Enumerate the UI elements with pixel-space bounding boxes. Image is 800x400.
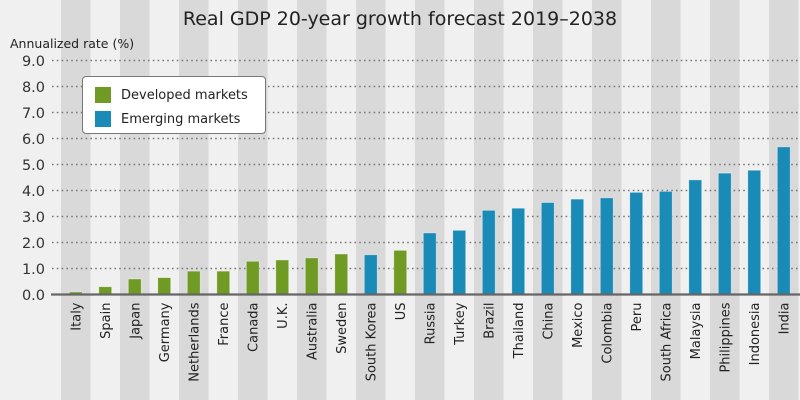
x-tick-label: India xyxy=(777,303,792,335)
bar xyxy=(216,270,231,295)
x-tick-label: Spain xyxy=(99,303,114,339)
x-tick-label: Philippines xyxy=(718,302,733,372)
bar xyxy=(422,232,437,295)
bar xyxy=(658,190,673,295)
bar xyxy=(452,229,467,295)
bar xyxy=(629,191,644,295)
legend-swatch-developed xyxy=(95,87,111,103)
x-tick-label: US xyxy=(394,303,409,321)
x-tick-label: Turkey xyxy=(453,302,468,346)
y-tick-label: 0.0 xyxy=(22,288,45,304)
bar xyxy=(717,172,732,295)
bar xyxy=(393,249,408,295)
column-stripe xyxy=(474,0,504,400)
bar xyxy=(186,270,201,295)
x-tick-label: Australia xyxy=(305,303,320,361)
bar xyxy=(275,259,290,295)
x-tick-label: France xyxy=(217,303,232,346)
column-stripe xyxy=(120,0,150,400)
x-tick-label: South Korea xyxy=(364,303,379,382)
bars xyxy=(68,146,791,295)
bar xyxy=(157,277,172,295)
x-tick-label: China xyxy=(541,303,556,340)
column-stripe xyxy=(356,0,386,400)
x-tick-label: Germany xyxy=(158,302,173,362)
x-tick-label: Thailand xyxy=(512,303,527,360)
legend-swatch-emerging xyxy=(95,111,111,127)
bar xyxy=(245,260,260,295)
x-tick-label: U.K. xyxy=(276,303,291,329)
column-stripe xyxy=(238,0,268,400)
bar xyxy=(127,278,142,295)
x-tick-label: Brazil xyxy=(482,303,497,339)
legend-label-emerging: Emerging markets xyxy=(121,111,241,127)
column-stripe xyxy=(179,0,209,400)
bar xyxy=(363,254,378,295)
x-tick-label: Indonesia xyxy=(748,303,763,366)
x-tick-label: South Africa xyxy=(659,303,674,382)
column-stripe xyxy=(415,0,445,400)
y-tick-label: 1.0 xyxy=(22,262,45,278)
x-tick-label: Netherlands xyxy=(187,302,202,381)
y-axis-label: Annualized rate (%) xyxy=(10,36,134,51)
bar xyxy=(776,146,791,295)
column-stripes xyxy=(61,0,799,400)
bar xyxy=(334,253,349,295)
x-tick-label: Peru xyxy=(630,303,645,332)
legend: Developed markets Emerging markets xyxy=(82,76,266,134)
y-tick-label: 6.0 xyxy=(22,132,45,148)
x-tick-label: Russia xyxy=(423,303,438,345)
x-tick-label: Malaysia xyxy=(689,303,704,360)
y-tick-label: 7.0 xyxy=(22,106,45,122)
column-stripe xyxy=(61,0,91,400)
x-tick-labels: Italy Spain Japan Germany Netherlands France C… xyxy=(69,302,792,382)
x-tick-label: Italy xyxy=(69,302,84,331)
bar xyxy=(481,209,496,295)
chart-title: Real GDP 20-year growth forecast 2019–20… xyxy=(183,8,617,30)
y-tick-label: 8.0 xyxy=(22,80,45,96)
bar xyxy=(747,169,762,295)
bar xyxy=(304,257,319,295)
y-tick-label: 4.0 xyxy=(22,184,45,200)
bar xyxy=(570,198,585,295)
x-tick-label: Colombia xyxy=(600,303,615,364)
y-tick-label: 9.0 xyxy=(22,54,45,70)
column-stripe xyxy=(533,0,563,400)
bar xyxy=(599,197,614,295)
legend-label-developed: Developed markets xyxy=(121,87,248,103)
y-tick-label: 2.0 xyxy=(22,236,45,252)
legend-item-developed: Developed markets xyxy=(95,86,248,104)
x-tick-label: Canada xyxy=(246,303,261,352)
y-tick-labels: 0.0 1.0 2.0 3.0 4.0 5.0 6.0 7.0 8.0 9.0 xyxy=(22,54,45,304)
bar xyxy=(511,207,526,295)
y-tick-label: 3.0 xyxy=(22,210,45,226)
x-tick-label: Sweden xyxy=(335,303,350,354)
column-stripe xyxy=(297,0,327,400)
legend-item-emerging: Emerging markets xyxy=(95,110,240,128)
bar xyxy=(688,179,703,295)
bar xyxy=(98,286,113,295)
x-tick-label: Japan xyxy=(128,303,143,340)
y-tick-label: 5.0 xyxy=(22,158,45,174)
bar xyxy=(540,202,555,295)
x-tick-label: Mexico xyxy=(571,302,586,347)
